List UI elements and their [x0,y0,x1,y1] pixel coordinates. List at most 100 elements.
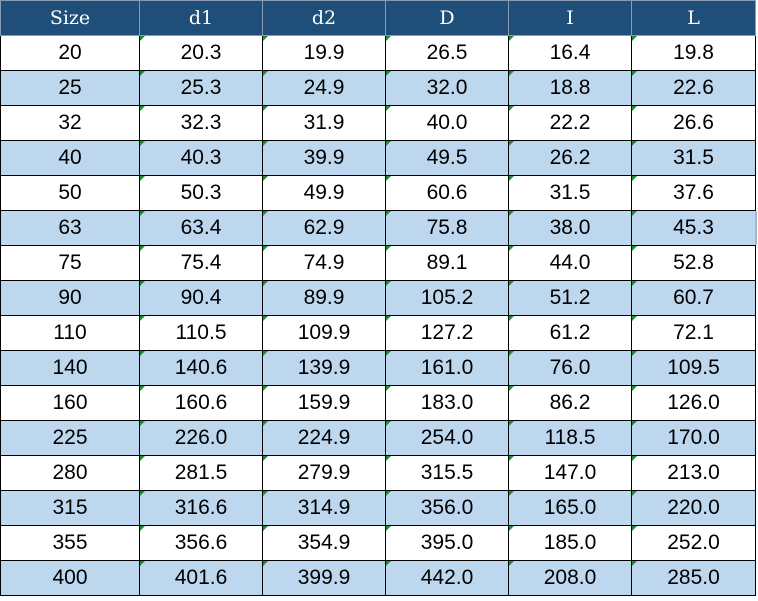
header-cell-l[interactable]: L [631,0,756,36]
cell-d2[interactable]: 49.9 [262,175,386,211]
cell-d2[interactable]: 109.9 [262,315,386,351]
cell-i[interactable]: 165.0 [508,490,632,526]
cell-outer-d[interactable]: 442.0 [385,560,509,596]
cell-size[interactable]: 20 [0,35,140,71]
cell-size[interactable]: 75 [0,245,140,281]
cell-d1[interactable]: 110.5 [139,315,263,351]
cell-l[interactable]: 52.8 [631,245,756,281]
cell-d1[interactable]: 32.3 [139,105,263,141]
cell-size[interactable]: 160 [0,385,140,421]
cell-d2[interactable]: 24.9 [262,70,386,106]
cell-l[interactable]: 45.3 [631,210,756,246]
cell-l[interactable]: 285.0 [631,560,756,596]
cell-i[interactable]: 61.2 [508,315,632,351]
cell-l[interactable]: 22.6 [631,70,756,106]
cell-d1[interactable]: 356.6 [139,525,263,561]
cell-outer-d[interactable]: 395.0 [385,525,509,561]
cell-outer-d[interactable]: 32.0 [385,70,509,106]
cell-d1[interactable]: 281.5 [139,455,263,491]
cell-size[interactable]: 225 [0,420,140,456]
cell-d2[interactable]: 19.9 [262,35,386,71]
cell-outer-d[interactable]: 161.0 [385,350,509,386]
cell-d1[interactable]: 401.6 [139,560,263,596]
header-cell-outer-d[interactable]: D [385,0,509,36]
cell-i[interactable]: 38.0 [508,210,632,246]
cell-size[interactable]: 50 [0,175,140,211]
cell-i[interactable]: 26.2 [508,140,632,176]
cell-size[interactable]: 32 [0,105,140,141]
cell-outer-d[interactable]: 89.1 [385,245,509,281]
cell-i[interactable]: 44.0 [508,245,632,281]
cell-size[interactable]: 315 [0,490,140,526]
cell-d2[interactable]: 159.9 [262,385,386,421]
cell-l[interactable]: 60.7 [631,280,756,316]
cell-d1[interactable]: 25.3 [139,70,263,106]
cell-d1[interactable]: 63.4 [139,210,263,246]
cell-size[interactable]: 25 [0,70,140,106]
header-cell-d1[interactable]: d1 [139,0,263,36]
cell-outer-d[interactable]: 315.5 [385,455,509,491]
cell-outer-d[interactable]: 127.2 [385,315,509,351]
cell-outer-d[interactable]: 254.0 [385,420,509,456]
cell-d1[interactable]: 90.4 [139,280,263,316]
cell-size[interactable]: 355 [0,525,140,561]
cell-d2[interactable]: 31.9 [262,105,386,141]
cell-outer-d[interactable]: 60.6 [385,175,509,211]
cell-d2[interactable]: 62.9 [262,210,386,246]
cell-outer-d[interactable]: 105.2 [385,280,509,316]
cell-i[interactable]: 86.2 [508,385,632,421]
cell-i[interactable]: 22.2 [508,105,632,141]
cell-outer-d[interactable]: 75.8 [385,210,509,246]
cell-d2[interactable]: 354.9 [262,525,386,561]
cell-size[interactable]: 400 [0,560,140,596]
cell-l[interactable]: 19.8 [631,35,756,71]
cell-size[interactable]: 63 [0,210,140,246]
cell-d1[interactable]: 50.3 [139,175,263,211]
cell-outer-d[interactable]: 49.5 [385,140,509,176]
cell-outer-d[interactable]: 356.0 [385,490,509,526]
cell-d2[interactable]: 39.9 [262,140,386,176]
cell-i[interactable]: 147.0 [508,455,632,491]
cell-d2[interactable]: 399.9 [262,560,386,596]
cell-i[interactable]: 208.0 [508,560,632,596]
cell-d1[interactable]: 75.4 [139,245,263,281]
cell-i[interactable]: 51.2 [508,280,632,316]
cell-size[interactable]: 280 [0,455,140,491]
cell-d1[interactable]: 316.6 [139,490,263,526]
cell-i[interactable]: 31.5 [508,175,632,211]
cell-l[interactable]: 26.6 [631,105,756,141]
cell-size[interactable]: 40 [0,140,140,176]
cell-outer-d[interactable]: 40.0 [385,105,509,141]
cell-d2[interactable]: 74.9 [262,245,386,281]
cell-l[interactable]: 126.0 [631,385,756,421]
cell-i[interactable]: 18.8 [508,70,632,106]
header-cell-d2[interactable]: d2 [262,0,386,36]
cell-d1[interactable]: 140.6 [139,350,263,386]
cell-l[interactable]: 31.5 [631,140,756,176]
cell-l[interactable]: 170.0 [631,420,756,456]
cell-d1[interactable]: 226.0 [139,420,263,456]
cell-d2[interactable]: 89.9 [262,280,386,316]
cell-i[interactable]: 118.5 [508,420,632,456]
cell-outer-d[interactable]: 183.0 [385,385,509,421]
header-cell-i[interactable]: I [508,0,632,36]
cell-outer-d[interactable]: 26.5 [385,35,509,71]
cell-i[interactable]: 16.4 [508,35,632,71]
cell-l[interactable]: 220.0 [631,490,756,526]
cell-l[interactable]: 37.6 [631,175,756,211]
cell-d1[interactable]: 160.6 [139,385,263,421]
cell-l[interactable]: 109.5 [631,350,756,386]
cell-d2[interactable]: 314.9 [262,490,386,526]
cell-l[interactable]: 72.1 [631,315,756,351]
cell-d2[interactable]: 279.9 [262,455,386,491]
cell-d1[interactable]: 40.3 [139,140,263,176]
cell-size[interactable]: 90 [0,280,140,316]
header-cell-size[interactable]: Size [0,0,140,36]
cell-i[interactable]: 185.0 [508,525,632,561]
cell-size[interactable]: 140 [0,350,140,386]
cell-i[interactable]: 76.0 [508,350,632,386]
cell-l[interactable]: 213.0 [631,455,756,491]
cell-d2[interactable]: 224.9 [262,420,386,456]
cell-l[interactable]: 252.0 [631,525,756,561]
cell-d2[interactable]: 139.9 [262,350,386,386]
